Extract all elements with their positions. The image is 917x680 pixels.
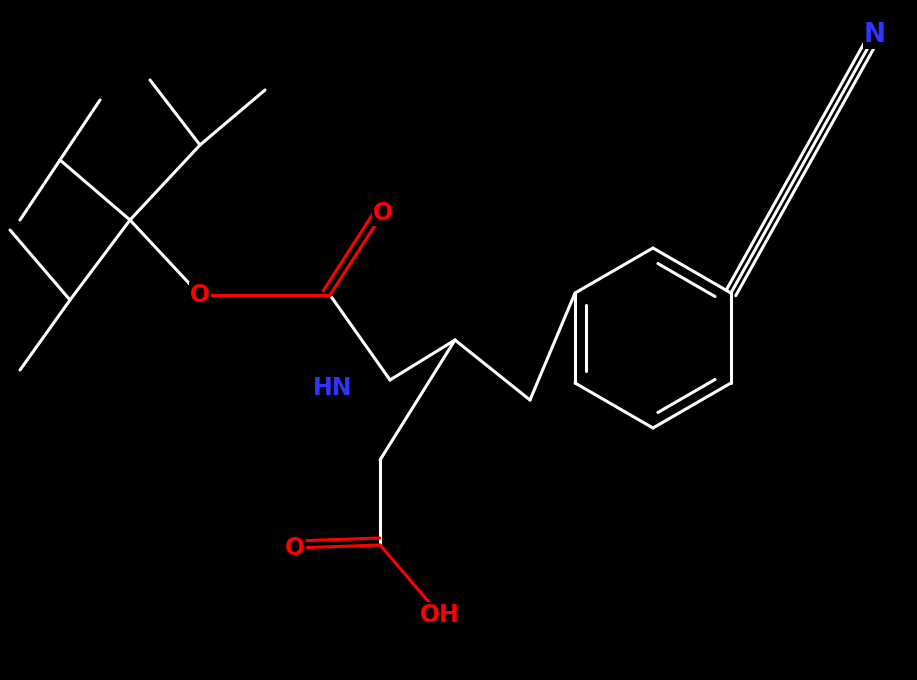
Text: O: O <box>190 283 210 307</box>
Text: O: O <box>373 201 393 225</box>
Text: N: N <box>864 22 886 48</box>
Text: OH: OH <box>420 603 460 627</box>
Text: O: O <box>285 536 305 560</box>
Text: HN: HN <box>314 376 353 400</box>
